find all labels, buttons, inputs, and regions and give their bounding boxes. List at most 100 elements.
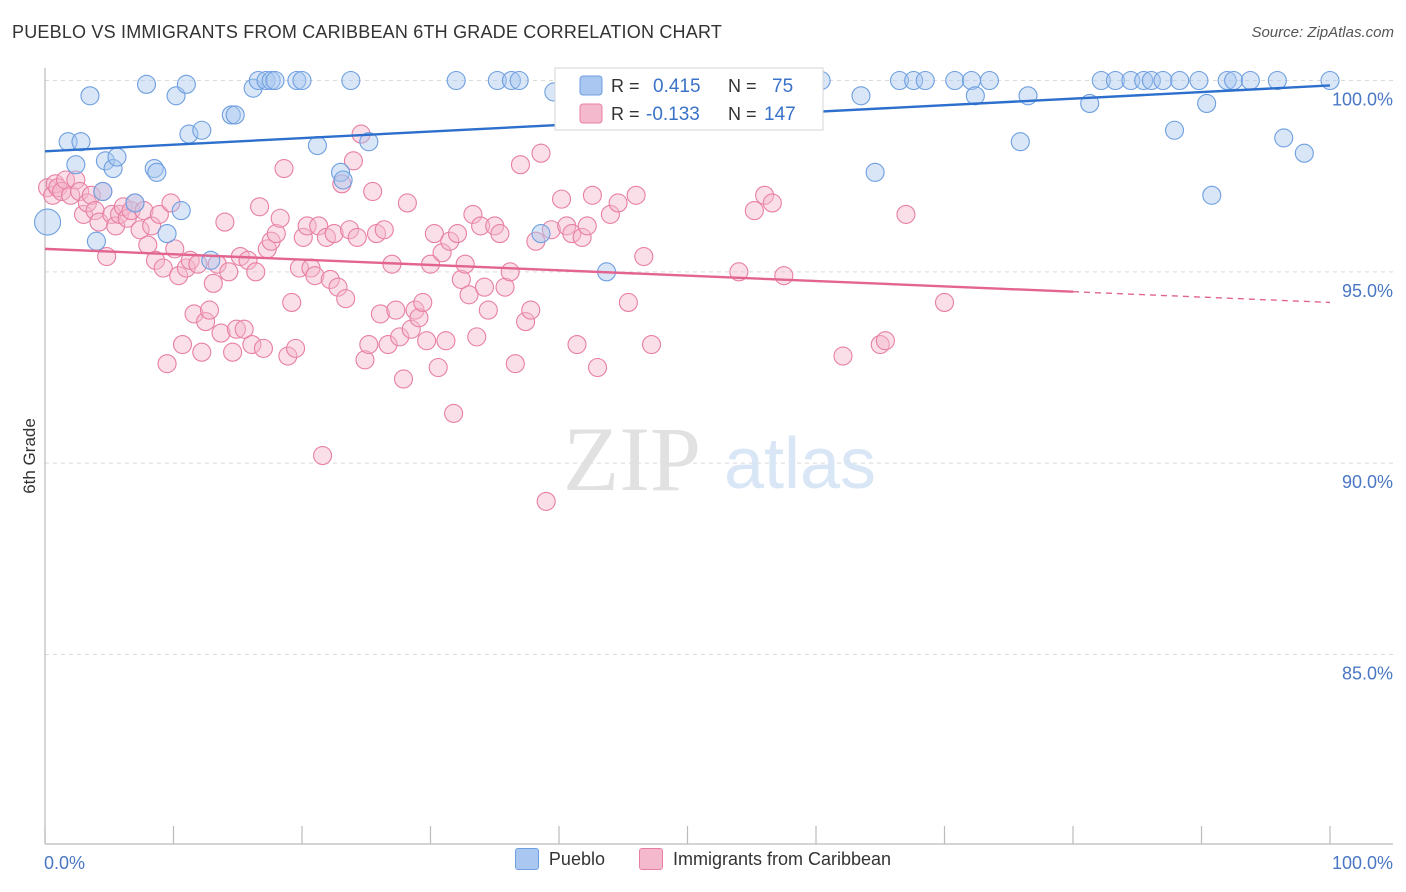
- pueblo-point: [965, 86, 985, 106]
- caribbean-point: [531, 143, 551, 163]
- pueblo-n-value: 75: [772, 76, 793, 97]
- caribbean-point: [455, 254, 475, 274]
- caribbean-point: [641, 334, 662, 355]
- chart-legend: Pueblo Immigrants from Caribbean: [0, 848, 1406, 870]
- caribbean-point: [328, 277, 348, 297]
- caribbean-n-label: N =: [728, 104, 757, 124]
- caribbean-point: [343, 151, 363, 171]
- y-tick-label: 90.0%: [1342, 472, 1393, 492]
- pueblo-point: [157, 224, 177, 244]
- pueblo-point: [531, 224, 551, 244]
- caribbean-point: [471, 216, 491, 236]
- pueblo-point: [201, 250, 221, 270]
- caribbean-point: [286, 338, 306, 358]
- pueblo-point: [851, 86, 871, 106]
- caribbean-point: [428, 357, 448, 378]
- caribbean-point: [172, 334, 193, 355]
- caribbean-point: [397, 193, 417, 213]
- pueblo-point: [103, 158, 123, 179]
- caribbean-point: [934, 292, 955, 312]
- caribbean-point: [744, 201, 764, 221]
- caribbean-point: [536, 491, 556, 511]
- pueblo-point: [509, 70, 529, 91]
- caribbean-point: [223, 342, 243, 362]
- caribbean-point: [755, 185, 775, 205]
- caribbean-point: [521, 300, 541, 320]
- pueblo-point: [1217, 70, 1237, 91]
- caribbean-r-label: R =: [611, 104, 640, 124]
- zipatlas-watermark: ZIP atlas: [563, 408, 876, 510]
- pueblo-point: [1274, 128, 1294, 148]
- caribbean-point: [192, 342, 212, 362]
- caribbean-point: [634, 246, 654, 267]
- caribbean-point: [608, 193, 628, 213]
- pueblo-point: [66, 155, 86, 175]
- caribbean-point: [234, 319, 254, 339]
- x-axis-ticks: [44, 826, 1331, 844]
- pueblo-point: [1240, 70, 1260, 91]
- caribbean-point: [142, 216, 162, 236]
- pueblo-point: [292, 70, 312, 91]
- caribbean-point: [432, 243, 452, 263]
- caribbean-point: [582, 185, 602, 205]
- watermark-atlas-text: atlas: [724, 424, 876, 504]
- pueblo-point: [287, 70, 307, 91]
- caribbean-point: [870, 334, 890, 355]
- pueblo-point: [95, 151, 115, 171]
- caribbean-point: [211, 323, 231, 343]
- caribbean-point: [274, 158, 294, 179]
- caribbean-point: [378, 334, 398, 355]
- caribbean-point: [215, 212, 235, 232]
- caribbean-point: [409, 308, 429, 328]
- pueblo-point: [136, 74, 157, 94]
- axes: [44, 68, 1393, 845]
- pueblo-n-label: N =: [728, 76, 757, 96]
- caribbean-point: [56, 170, 76, 190]
- caribbean-point: [102, 204, 122, 224]
- caribbean-point: [246, 262, 266, 282]
- caribbean-point: [309, 216, 329, 236]
- caribbean-point: [106, 216, 126, 236]
- pueblo-point: [1202, 185, 1222, 205]
- caribbean-point: [149, 204, 169, 224]
- caribbean-point: [505, 354, 525, 374]
- pueblo-point: [889, 70, 910, 91]
- caribbean-point: [153, 258, 173, 278]
- caribbean-point: [81, 185, 101, 205]
- caribbean-point: [440, 231, 460, 251]
- pueblo-point: [107, 147, 127, 167]
- caribbean-point: [359, 334, 379, 355]
- pueblo-point: [446, 70, 466, 91]
- pueblo-point: [176, 74, 196, 94]
- caribbean-point: [66, 170, 86, 190]
- caribbean-point: [278, 346, 298, 366]
- stats-legend-box: R = 0.415 N = 75 R = -0.133 N = 147: [554, 67, 824, 131]
- caribbean-point: [219, 262, 239, 282]
- pueblo-stat-swatch: [579, 75, 603, 96]
- pueblo-point: [225, 105, 245, 125]
- grid-lines: [45, 80, 1393, 655]
- pueblo-point: [80, 86, 100, 106]
- pueblo-point: [1153, 70, 1173, 91]
- caribbean-point: [282, 292, 302, 312]
- pueblo-point: [333, 170, 353, 190]
- caribbean-point: [297, 216, 317, 236]
- caribbean-point: [444, 403, 464, 423]
- pueblo-point: [1294, 143, 1314, 163]
- caribbean-point: [320, 269, 340, 290]
- pueblo-point: [71, 132, 91, 152]
- pueblo-point: [915, 70, 935, 91]
- caribbean-point: [74, 204, 94, 224]
- caribbean-point: [374, 220, 394, 240]
- caribbean-trend-line: [44, 247, 1074, 293]
- caribbean-point: [413, 292, 433, 312]
- pueblo-point: [93, 181, 113, 202]
- caribbean-point: [833, 346, 853, 366]
- caribbean-point: [463, 204, 483, 224]
- caribbean-point: [203, 273, 223, 293]
- caribbean-point: [199, 300, 220, 320]
- caribbean-point: [424, 224, 444, 244]
- pueblo-point: [1105, 70, 1125, 91]
- caribbean-point: [618, 292, 638, 312]
- caribbean-point: [393, 369, 414, 389]
